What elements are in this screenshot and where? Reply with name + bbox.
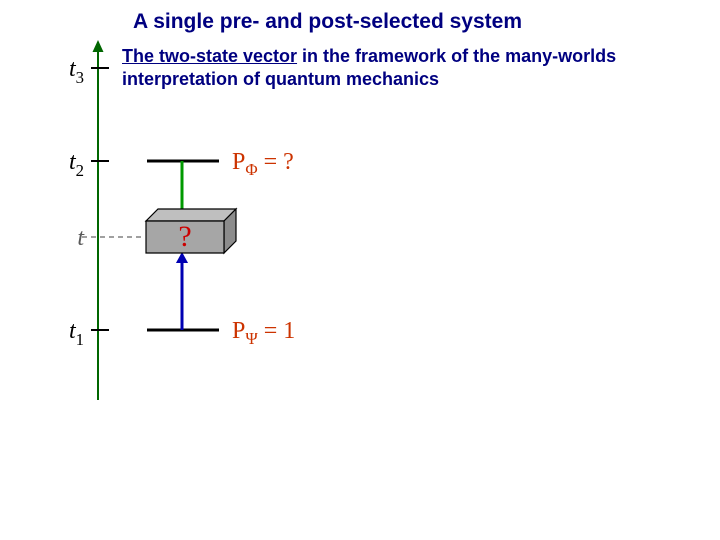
measurement-box-label: ?: [146, 220, 224, 254]
time-label-t3: t3: [54, 56, 84, 87]
time-label-t: t: [54, 225, 84, 252]
formula-p-phi: PΦ = ?: [232, 149, 294, 180]
diagram-layer: [0, 0, 720, 540]
formula-p-psi: PΨ = 1: [232, 318, 295, 349]
time-label-t1: t1: [54, 318, 84, 349]
time-label-t2: t2: [54, 149, 84, 180]
